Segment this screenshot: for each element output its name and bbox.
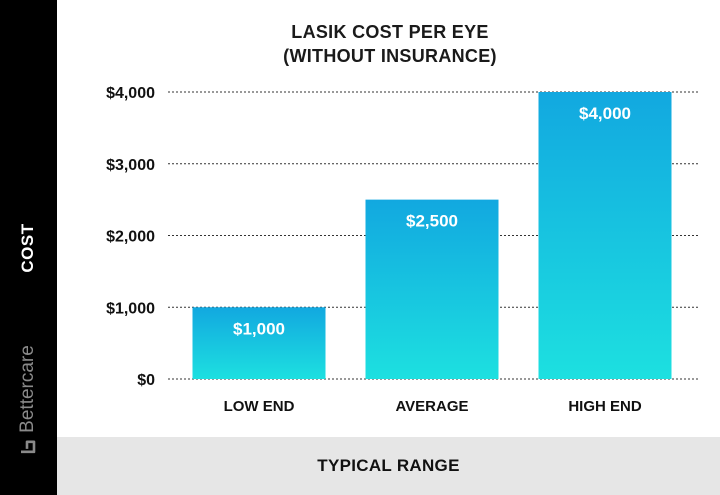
data-label: $1,000 [233,319,285,338]
bar [538,92,672,379]
y-tick-label: $3,000 [106,157,155,174]
x-tick-label: LOW END [224,398,295,415]
chart-title-line-1: LASIK COST PER EYE [291,22,489,42]
bar [365,199,499,379]
left-sidebar: COST Bettercare [0,0,57,495]
data-label: $4,000 [579,104,631,123]
data-label: $2,500 [406,212,458,231]
y-tick-label: $4,000 [106,85,155,102]
x-tick-label: AVERAGE [395,398,468,415]
x-axis-title: TYPICAL RANGE [317,456,460,475]
bar [192,307,326,379]
y-tick-label: $0 [137,372,155,389]
x-axis-title-band: TYPICAL RANGE [57,437,720,495]
y-tick-label: $1,000 [106,300,155,317]
chart-title: LASIK COST PER EYE (WITHOUT INSURANCE) [60,20,720,68]
y-tick-label: $2,000 [106,229,155,246]
chart-title-line-2: (WITHOUT INSURANCE) [283,46,497,66]
bar-chart: $0 $1,000 $2,000 $3,000 $4,000 $1,000 LOW END $… [106,85,700,415]
bettercare-logo-icon [21,440,36,454]
brand-logo: Bettercare [17,345,39,455]
x-tick-label: HIGH END [568,398,642,415]
